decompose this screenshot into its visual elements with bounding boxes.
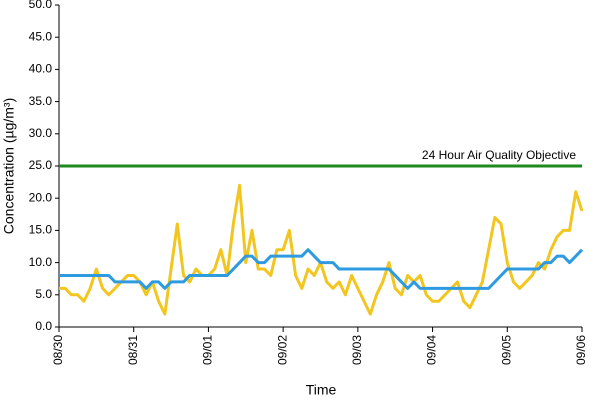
x-tick-label: 09/03 — [350, 335, 364, 365]
y-axis-title: Concentration (µg/m³) — [1, 98, 17, 234]
y-tick-label: 25.0 — [29, 158, 53, 172]
y-tick-label: 30.0 — [29, 126, 53, 140]
series-line — [59, 183, 584, 316]
y-tick-label: 5.0 — [35, 287, 52, 301]
y-tick-label: 0.0 — [35, 319, 52, 333]
y-tick-label: 10.0 — [29, 255, 53, 269]
x-tick-label: 08/30 — [51, 335, 65, 365]
y-tick-label: 20.0 — [29, 190, 53, 204]
y-tick-label: 40.0 — [29, 62, 53, 76]
x-axis-title: Time — [306, 382, 337, 398]
y-tick-label: 15.0 — [29, 223, 53, 237]
y-tick-label: 35.0 — [29, 94, 53, 108]
x-tick-label: 09/01 — [201, 335, 215, 365]
y-tick-label: 45.0 — [29, 29, 53, 43]
y-tick-label: 50.0 — [29, 0, 53, 11]
reference-label: 24 Hour Air Quality Objective — [422, 148, 576, 162]
series-line — [59, 248, 584, 290]
x-tick-label: 09/04 — [425, 335, 439, 365]
x-tick-label: 09/02 — [275, 335, 289, 365]
x-tick-label: 09/05 — [499, 335, 513, 365]
x-tick-label: 08/31 — [126, 335, 140, 365]
x-tick-label: 09/06 — [574, 335, 588, 365]
